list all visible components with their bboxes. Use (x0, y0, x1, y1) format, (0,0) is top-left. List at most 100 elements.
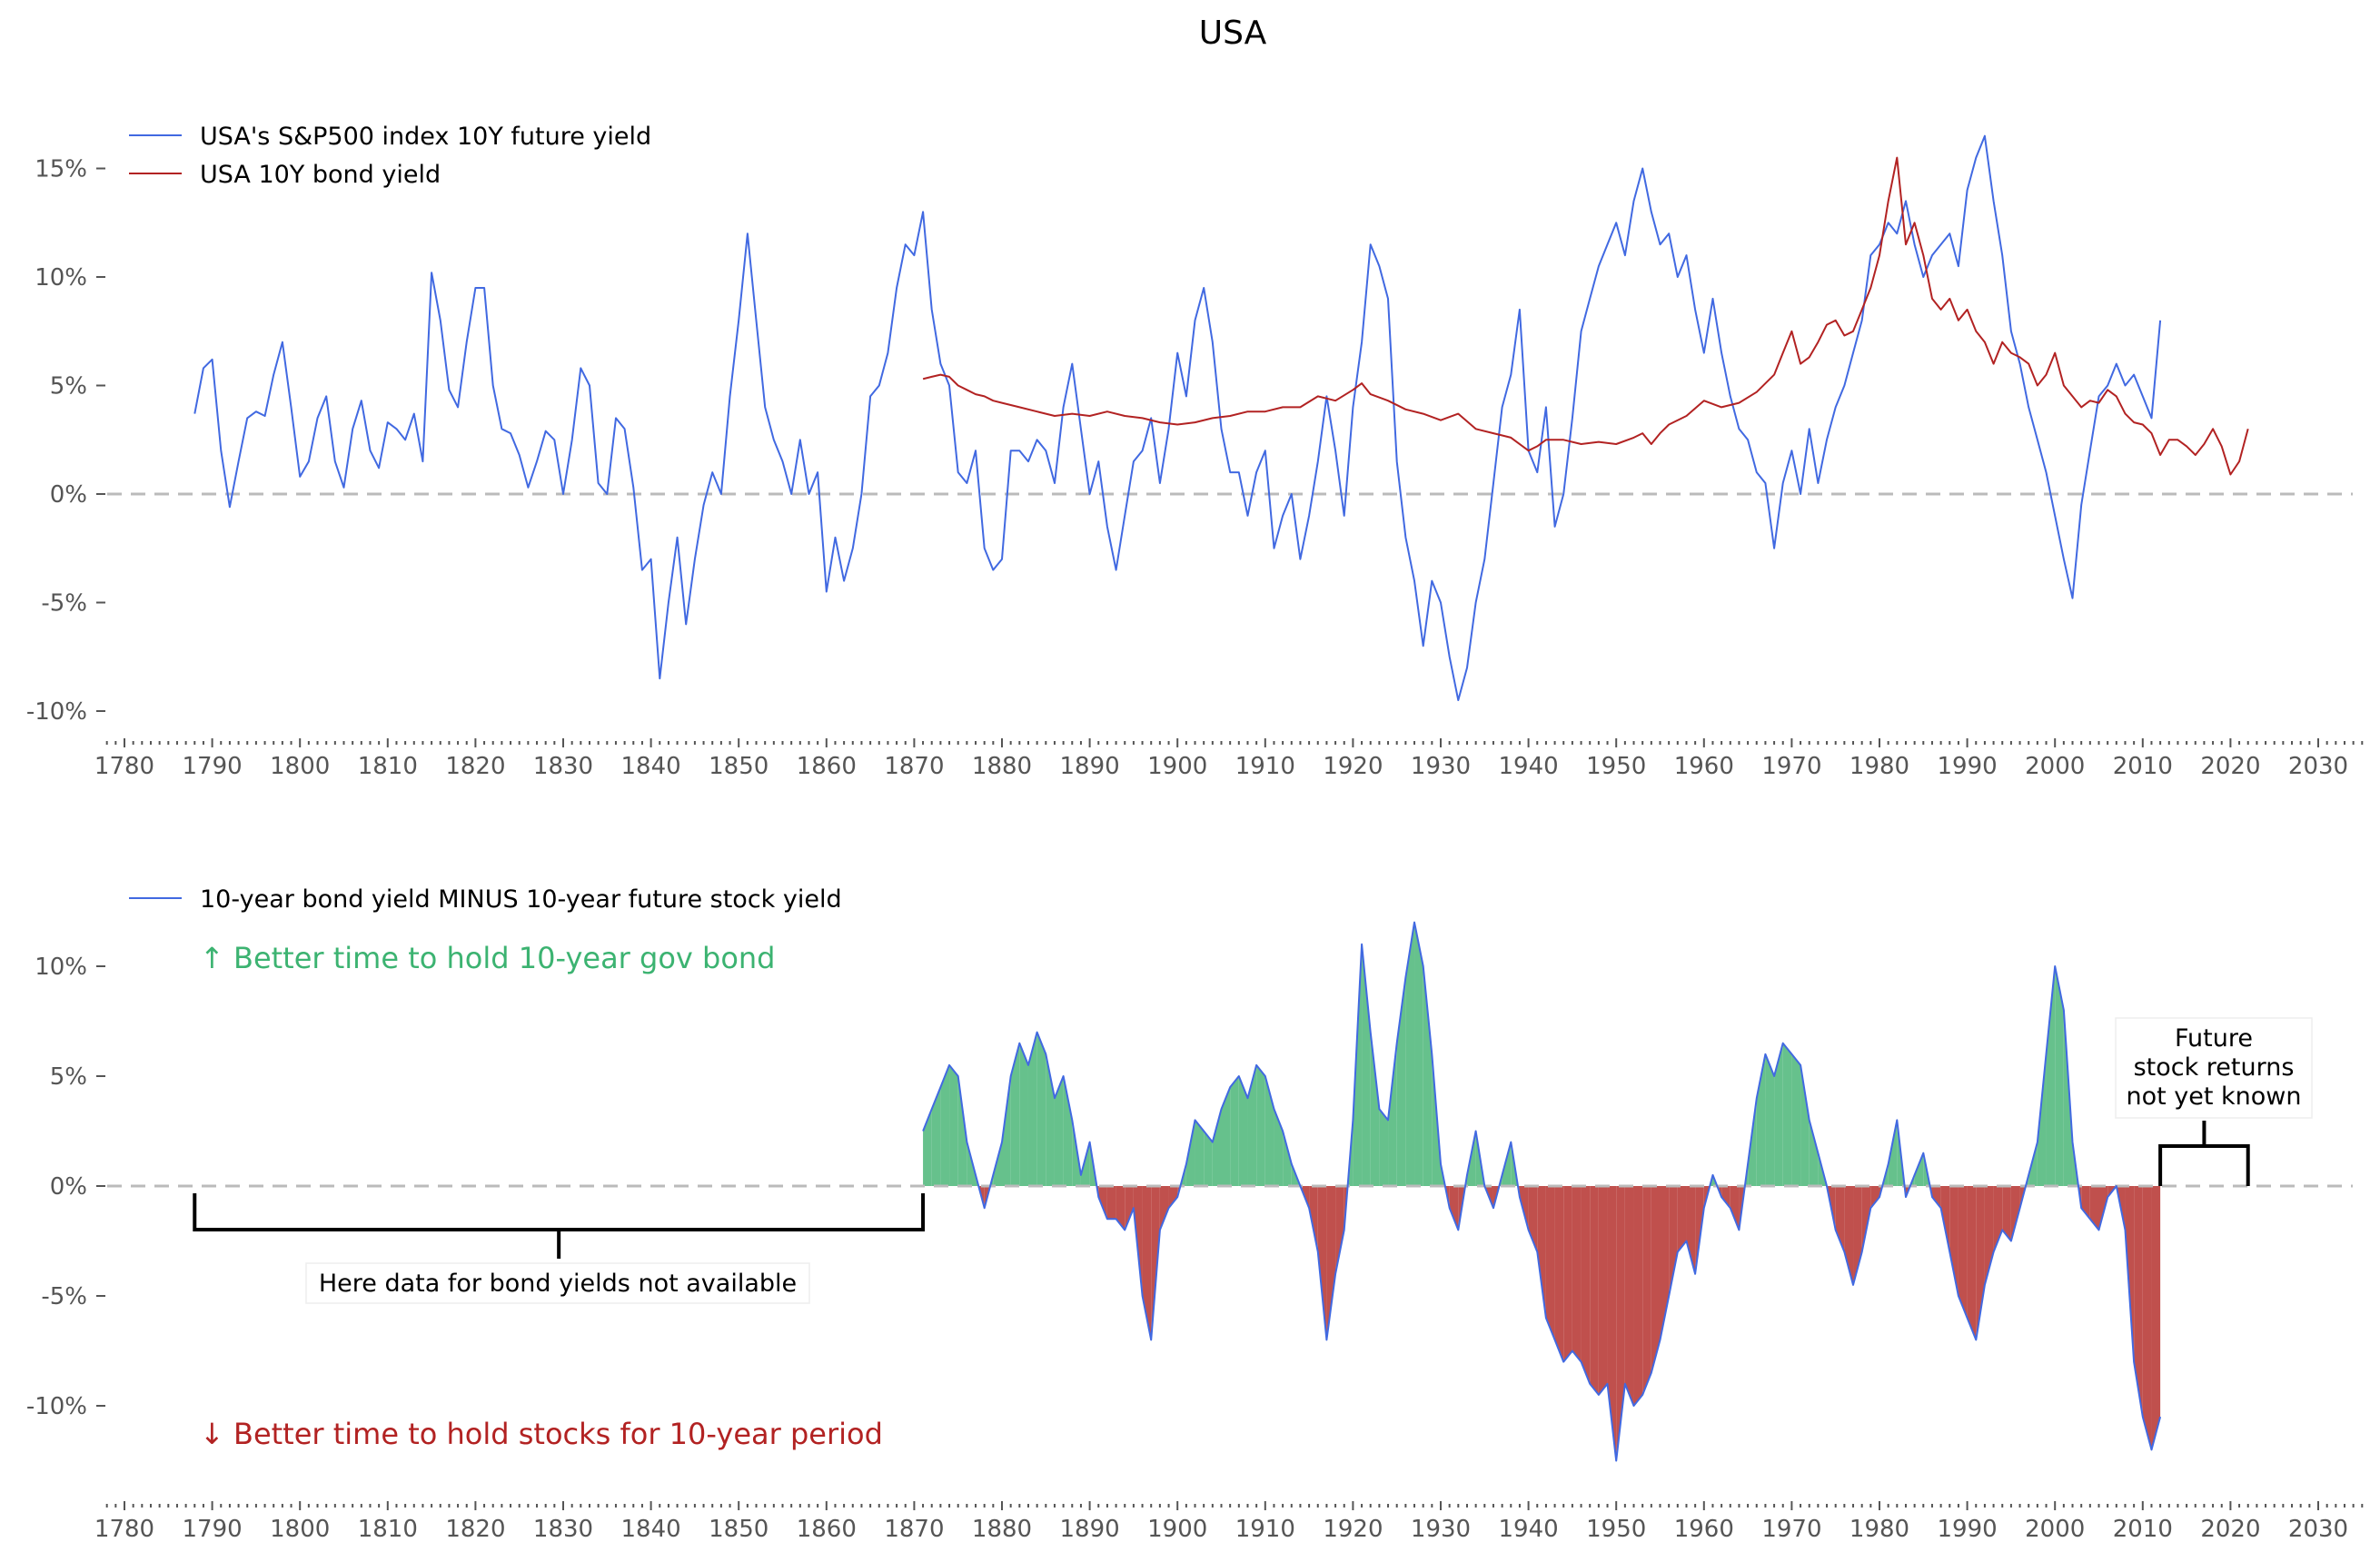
no-bond-data-label: Here data for bond yields not available (319, 1270, 797, 1298)
spread-line (922, 921, 2162, 1462)
x-tick-label: 1920 (1323, 753, 1383, 780)
negative-fill-segment (2081, 1186, 2090, 1220)
bottom-x-axis: 1780 1790 1800 1810 1820 1830 1840 1850 1860 1870… (94, 1501, 2364, 1543)
negative-fill-segment (2010, 1186, 2020, 1241)
x-tick-label: 2030 (2288, 753, 2348, 780)
negative-fill-segment (1624, 1186, 1634, 1406)
y-tick-label: 10% (35, 954, 87, 981)
negative-fill-segment (1730, 1186, 1740, 1231)
positive-fill-segment (1414, 922, 1423, 1186)
positive-fill-segment (2037, 1053, 2047, 1186)
legend-label-stock-yield: USA's S&P500 index 10Y future yield (200, 123, 651, 151)
x-tick-label: 1870 (884, 753, 944, 780)
x-tick-label: 2020 (2200, 753, 2260, 780)
negative-fill-segment (1616, 1186, 1625, 1461)
negative-fill-segment (2134, 1186, 2143, 1418)
x-tick-label: 1950 (1586, 753, 1646, 780)
x-tick-label: 1850 (709, 753, 769, 780)
future-unknown-box (2115, 1017, 2313, 1119)
positive-fill-segment (1036, 1032, 1046, 1186)
negative-fill-segment (1098, 1186, 1107, 1220)
negative-fill-segment (1940, 1186, 1950, 1252)
bond-yield-line (922, 156, 2249, 476)
x-tick-label: 1990 (1938, 753, 1998, 780)
positive-fill-segment (2046, 966, 2056, 1186)
x-tick-label: 1810 (358, 1516, 418, 1543)
x-tick-label: 1880 (972, 753, 1032, 780)
positive-fill-segment (2055, 966, 2064, 1186)
negative-fill-segment (1677, 1186, 1687, 1252)
x-tick-label: 1790 (183, 1516, 243, 1543)
x-tick-label: 1920 (1323, 1516, 1383, 1543)
x-tick-label: 1880 (972, 1516, 1032, 1543)
no-bond-data-box (305, 1262, 810, 1304)
positive-fill-segment (1283, 1131, 1292, 1186)
positive-fill-segment (1212, 1109, 1222, 1186)
x-tick-label: 1840 (621, 1516, 681, 1543)
x-tick-label: 1830 (533, 1516, 593, 1543)
x-tick-label: 1960 (1674, 753, 1734, 780)
y-tick-label: -10% (26, 698, 87, 726)
annotation-bond-better: ↑ Better time to hold 10-year gov bond (200, 941, 775, 975)
positive-fill-segment (1362, 944, 1371, 1186)
positive-fill-segment (923, 1109, 932, 1186)
negative-fill-segment (1563, 1186, 1572, 1362)
x-tick-label: 1940 (1499, 753, 1559, 780)
positive-fill-segment (1019, 1043, 1028, 1186)
future-unknown-label-line3: not yet known (2126, 1083, 2301, 1111)
negative-fill-segment (1861, 1186, 1871, 1252)
x-tick-label: 1820 (445, 753, 505, 780)
future-unknown-label-line1: Future (2175, 1024, 2253, 1053)
x-tick-label: 1830 (533, 753, 593, 780)
x-tick-label: 2010 (2113, 1516, 2173, 1543)
negative-fill-segment (1168, 1186, 1178, 1209)
positive-fill-segment (1405, 922, 1415, 1186)
negative-fill-segment (1572, 1186, 1582, 1362)
x-tick-label: 1930 (1411, 1516, 1471, 1543)
positive-fill-segment (1379, 1109, 1389, 1186)
top-x-axis: 1780 1790 1800 1810 1820 1830 1840 1850 1860 1870… (94, 738, 2364, 780)
negative-fill-segment (1967, 1186, 1977, 1340)
y-tick-label: 10% (35, 264, 87, 292)
negative-fill-segment (1669, 1186, 1678, 1296)
future-unknown-bracket (2158, 1121, 2250, 1186)
x-tick-label: 2010 (2113, 753, 2173, 780)
x-tick-label: 1870 (884, 1516, 944, 1543)
no-bond-data-bracket-shape (193, 1193, 926, 1259)
x-tick-label: 1960 (1674, 1516, 1734, 1543)
x-tick-label: 1800 (270, 753, 330, 780)
negative-fill-segment (1159, 1186, 1169, 1231)
x-tick-label: 1850 (709, 1516, 769, 1543)
y-tick-label: 0% (50, 1173, 87, 1201)
positive-fill-segment (1027, 1032, 1037, 1186)
negative-fill-segment (1125, 1186, 1134, 1231)
x-tick-label: 2030 (2288, 1516, 2348, 1543)
positive-fill-segment (1888, 1120, 1898, 1186)
future-unknown-bracket-shape (2158, 1121, 2250, 1186)
negative-fill-segment (1651, 1186, 1661, 1373)
positive-fill-segment (1010, 1043, 1020, 1186)
y-tick-label: 5% (50, 373, 87, 400)
negative-fill-segment (1958, 1186, 1968, 1319)
negative-fill-segment (1870, 1186, 1879, 1209)
x-tick-label: 1970 (1761, 1516, 1821, 1543)
x-tick-label: 1780 (94, 753, 154, 780)
x-tick-label: 1860 (797, 1516, 857, 1543)
bottom-panel: 10%5%0%-5%-10% 1780 1790 1800 1810 1820 1830 1… (26, 885, 2364, 1543)
y-tick-label: -5% (41, 590, 87, 618)
x-tick-label: 2020 (2200, 1516, 2260, 1543)
negative-fill-segment (1984, 1186, 1994, 1285)
positive-fill-segment (1914, 1152, 1924, 1186)
negative-fill-segment (2151, 1186, 2161, 1450)
x-tick-label: 1970 (1761, 753, 1821, 780)
negative-fill-segment (1554, 1186, 1564, 1362)
positive-fill-segment (957, 1076, 967, 1186)
positive-fill-segment (1388, 1043, 1397, 1186)
positive-fill-segment (1774, 1043, 1783, 1186)
negative-fill-segment (2089, 1186, 2099, 1231)
negative-fill-segment (1106, 1186, 1116, 1220)
y-tick-label: -10% (26, 1393, 87, 1420)
x-tick-label: 1930 (1411, 753, 1471, 780)
negative-fill-segment (1598, 1186, 1608, 1395)
negative-fill-segment (1545, 1186, 1555, 1340)
